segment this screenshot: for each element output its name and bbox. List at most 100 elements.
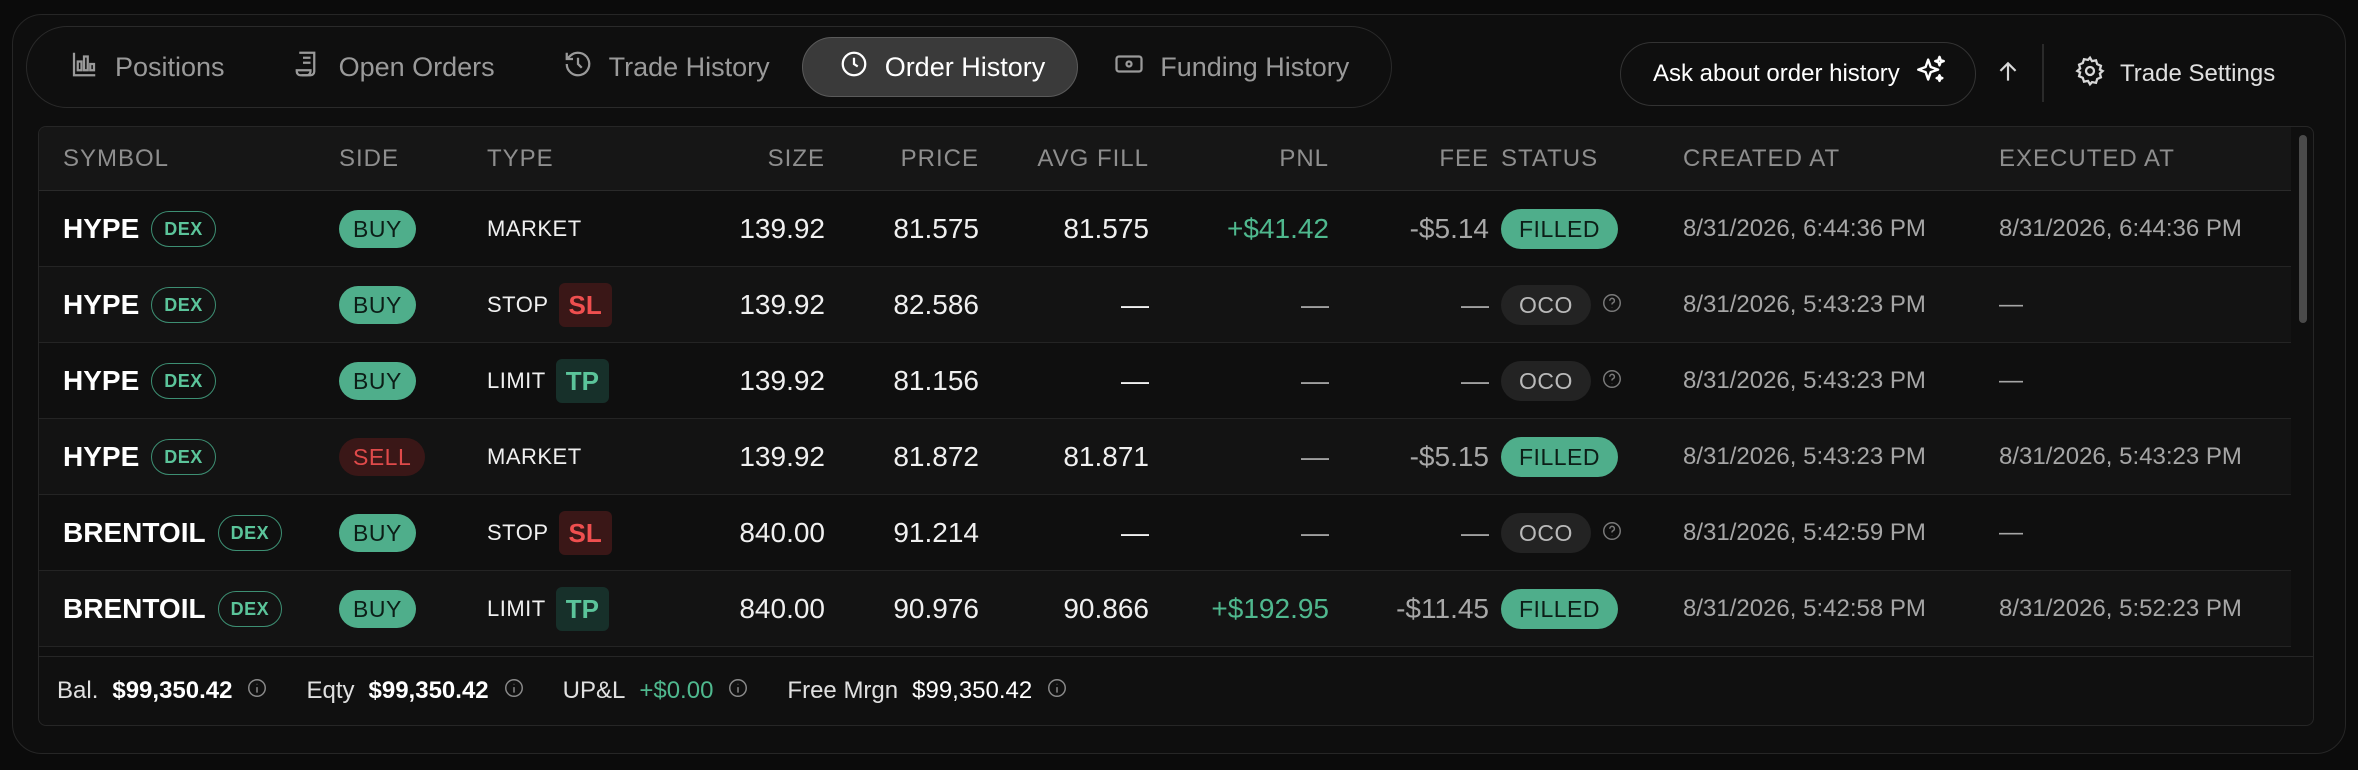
order-tag-tp: TP [555,587,609,631]
scrollbar-thumb[interactable] [2299,135,2307,323]
column-header-fee: FEE [1439,145,1489,172]
symbol-name[interactable]: BRENTOIL [63,593,206,624]
pnl-cell: +$192.95 [1211,593,1329,624]
side-badge: BUY [339,210,416,248]
column-header-executed-at: EXECUTED AT [1999,145,2175,172]
market-badge: DEX [217,515,283,551]
column-header-size: SIZE [767,145,825,172]
order-type: LIMIT [487,368,546,393]
table-row[interactable]: HYPE DEX SELL MARKET 139.92 81.872 81.871 — -$5.… [39,419,2291,495]
collapse-up-button[interactable] [1988,52,2028,96]
free-margin-value: $99,350.42 [912,677,1033,704]
trade-settings-button[interactable]: Trade Settings [2074,52,2275,96]
symbol-name[interactable]: HYPE [63,365,140,396]
info-icon[interactable] [1032,677,1068,706]
symbol-name[interactable]: HYPE [63,289,140,320]
status-cell: FILLED [1501,571,1618,647]
status-cell: OCO [1501,267,1623,343]
info-icon[interactable] [713,677,749,706]
status-badge: FILLED [1501,437,1618,477]
help-icon[interactable] [1591,289,1623,321]
price-cell: 91.214 [893,517,979,548]
market-badge: DEX [217,591,283,627]
symbol-name[interactable]: BRENTOIL [63,517,206,548]
tab-label: Funding History [1160,51,1350,82]
type-cell: STOP SL [487,495,612,571]
price-cell: 90.976 [893,593,979,624]
divider [2042,44,2044,102]
symbol-cell: HYPE DEX [63,343,216,419]
column-header-pnl: PNL [1279,145,1329,172]
status-cell: FILLED [1501,191,1618,267]
side-cell: BUY [339,495,416,571]
market-badge: DEX [151,211,216,247]
table-row[interactable]: HYPE DEX BUY STOP SL 139.92 82.586 — — — OCO 8/31/2… [39,267,2291,343]
side-badge: BUY [339,514,416,552]
pnl-cell: — [1301,441,1329,472]
arrow-up-icon [1995,57,2021,92]
size-cell: 139.92 [739,365,825,396]
help-icon[interactable] [1591,365,1623,397]
executed-at-cell: 8/31/2026, 6:44:36 PM [1999,215,2242,242]
column-header-symbol: SYMBOL [63,145,170,172]
tab-open-orders[interactable]: Open Orders [257,37,527,97]
bar-chart-icon [69,49,99,86]
order-tag-sl: SL [558,511,612,555]
price-cell: 81.575 [893,213,979,244]
pnl-cell: +$41.42 [1227,213,1329,244]
tab-label: Order History [884,51,1046,82]
order-type: STOP [487,292,549,317]
avg-fill-cell: 81.871 [1063,441,1149,472]
side-cell: BUY [339,571,416,647]
free-margin-stat: Free Mrgn $99,350.42 [787,677,1068,706]
table-row[interactable]: HYPE DEX BUY MARKET 139.92 81.575 81.575 +$41.4… [39,191,2291,267]
side-badge: BUY [339,590,416,628]
table-row[interactable]: BRENTOIL DEX BUY STOP SL 840.00 91.214 — — — OCO 8/… [39,495,2291,571]
upnl-label: UP&L [562,677,626,704]
side-cell: SELL [339,419,426,495]
upnl-value: +$0.00 [639,677,714,704]
order-type: MARKET [487,216,582,241]
symbol-cell: HYPE DEX [63,419,216,495]
tab-positions[interactable]: Positions [33,37,257,97]
clock-icon [839,49,869,86]
table-row[interactable]: BRENTOIL DEX BUY LIMIT TP 840.00 90.976 90.866 +… [39,571,2291,647]
executed-at-cell: 8/31/2026, 5:52:23 PM [1999,595,2242,622]
column-header-side: SIDE [339,145,400,172]
ask-order-history-button[interactable]: Ask about order history [1620,42,1976,106]
gear-icon [2074,55,2106,94]
tab-order-history[interactable]: Order History [801,37,1079,97]
type-cell: STOP SL [487,267,612,343]
created-at-cell: 8/31/2026, 5:43:23 PM [1683,291,1926,318]
created-at-cell: 8/31/2026, 6:44:36 PM [1683,215,1926,242]
trade-settings-label: Trade Settings [2120,60,2276,87]
created-at-cell: 8/31/2026, 5:43:23 PM [1683,443,1926,470]
market-badge: DEX [151,363,216,399]
history-icon [563,49,593,86]
created-at-cell: 8/31/2026, 5:42:59 PM [1683,519,1926,546]
size-cell: 840.00 [739,517,825,548]
balance-label: Bal. [57,677,99,704]
upnl-stat: UP&L +$0.00 [563,677,750,706]
info-icon[interactable] [232,677,268,706]
type-cell: LIMIT TP [487,571,609,647]
balance-stat: Bal. $99,350.42 [57,677,268,706]
help-icon[interactable] [1591,517,1623,549]
order-tag-sl: SL [558,283,612,327]
account-summary-bar: Bal. $99,350.42 Eqty $99,350.42 UP&L +$0… [38,656,2314,726]
size-cell: 139.92 [739,213,825,244]
created-at-cell: 8/31/2026, 5:42:58 PM [1683,595,1926,622]
symbol-name[interactable]: HYPE [63,441,140,472]
tab-trade-history[interactable]: Trade History [527,37,802,97]
table-row[interactable]: HYPE DEX BUY LIMIT TP 139.92 81.156 — — — OCO 8/31/… [39,343,2291,419]
fee-cell: — [1461,289,1489,320]
equity-value: $99,350.42 [368,677,489,704]
symbol-cell: BRENTOIL DEX [63,571,283,647]
order-type: LIMIT [487,596,546,621]
status-cell: OCO [1501,495,1623,571]
avg-fill-cell: 90.866 [1063,593,1149,624]
tab-funding-history[interactable]: Funding History [1078,37,1381,97]
ask-button-label: Ask about order history [1653,60,1900,87]
symbol-name[interactable]: HYPE [63,213,140,244]
info-icon[interactable] [489,677,525,706]
